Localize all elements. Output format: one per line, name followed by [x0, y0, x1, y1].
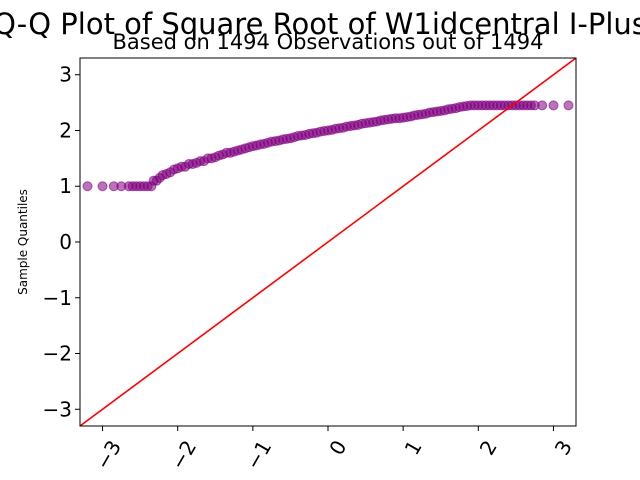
- data-point: [97, 181, 108, 192]
- y-tick-label: 2: [59, 118, 72, 142]
- x-tick-label: 1: [399, 436, 426, 459]
- data-point: [563, 100, 574, 111]
- reference-line: [80, 58, 576, 426]
- x-tick-label: 0: [324, 436, 351, 459]
- x-tick-label: −3: [91, 436, 127, 474]
- y-tick-label: −1: [43, 286, 72, 310]
- y-tick-label: −3: [43, 397, 72, 421]
- chart-subtitle: Based on 1494 Observations out of 1494: [112, 30, 543, 54]
- y-axis-label: Sample Quantiles: [16, 189, 30, 295]
- x-tick-label: −1: [241, 436, 277, 474]
- x-tick-label: −2: [166, 436, 202, 474]
- x-tick-label: 2: [475, 436, 502, 459]
- y-tick-label: 0: [59, 230, 72, 254]
- data-point: [548, 100, 559, 111]
- x-tick-label: 3: [550, 436, 577, 459]
- chart-title: Q-Q Plot of Square Root of W1idcentral I…: [0, 7, 640, 41]
- y-tick-label: 3: [59, 63, 72, 87]
- y-tick-label: −2: [43, 342, 72, 366]
- data-point: [537, 100, 548, 111]
- plot-area: −3 −2 −1 0 1 2 3 −3 −2 −1 0 1 2 3: [43, 57, 577, 474]
- data-point: [82, 181, 93, 192]
- y-tick-label: 1: [59, 174, 72, 198]
